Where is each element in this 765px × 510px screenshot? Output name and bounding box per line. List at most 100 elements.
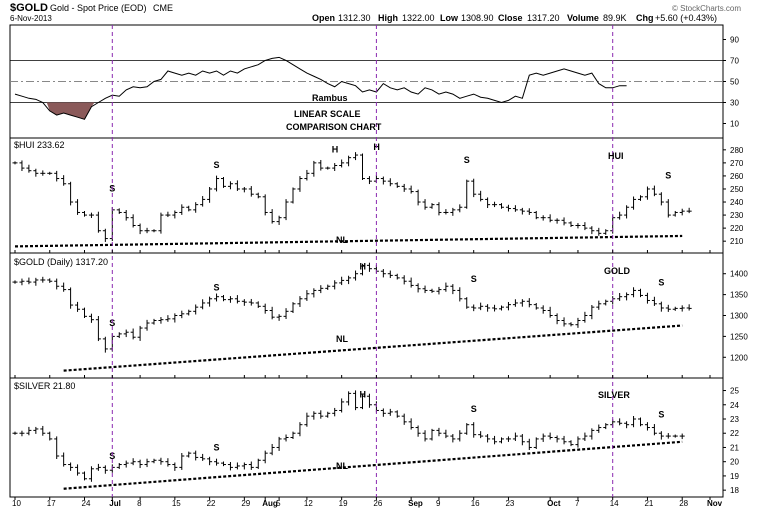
ohlc-bar	[408, 185, 414, 194]
ohlc-bar	[422, 430, 428, 442]
ohlc-bar	[450, 284, 456, 295]
x-tick-label: 5	[276, 499, 281, 508]
ohlc-bar	[603, 299, 609, 306]
ohlc-bar	[193, 304, 199, 315]
ohlc-bar	[19, 160, 25, 171]
ohlc-bar	[353, 390, 359, 411]
ohlc-bar	[325, 166, 331, 170]
ohlc-bar	[492, 304, 498, 312]
ohlc-bar	[137, 223, 143, 235]
y-tick-label: 21	[730, 443, 739, 452]
ohlc-bar	[638, 417, 643, 427]
ohlc-bar	[227, 181, 233, 190]
ohlc-bar	[589, 304, 595, 320]
symbol-label: $GOLD	[10, 2, 48, 14]
ohlc-bar	[624, 205, 630, 219]
ohlc-bar	[464, 179, 470, 209]
ohlc-bar	[179, 310, 185, 319]
ohlc-bar	[297, 296, 303, 307]
ohlc-bar	[471, 304, 477, 312]
ohlc-bar	[631, 196, 637, 210]
ohlc-bar	[304, 290, 310, 301]
ohlc-bar	[665, 433, 671, 439]
ohlc-bar	[519, 207, 525, 215]
open-label: Open	[312, 13, 335, 23]
hui-series-label: HUI	[608, 151, 624, 161]
ohlc-bar	[255, 301, 261, 308]
ohlc-bar	[88, 313, 94, 323]
ohlc-bar	[665, 199, 671, 218]
ohlc-bar	[651, 296, 657, 306]
y-tick-label: 22	[730, 429, 739, 438]
ohlc-bar	[269, 443, 275, 456]
ohlc-bar	[651, 424, 657, 436]
ohlc-bar	[283, 434, 289, 442]
y-tick-label: 1300	[730, 312, 748, 321]
ohlc-bar	[617, 293, 623, 301]
silver-neckline	[63, 440, 683, 490]
ohlc-bar	[33, 168, 39, 177]
ohlc-bar	[422, 199, 428, 210]
ohlc-bar	[401, 275, 407, 285]
ohlc-bar	[533, 302, 539, 310]
ohlc-bar	[499, 437, 504, 444]
ohlc-bar	[95, 315, 101, 342]
ohlc-bar	[165, 315, 171, 322]
ohlc-bar	[617, 418, 623, 426]
ohlc-bar	[485, 434, 491, 443]
ohlc-bar	[596, 424, 602, 433]
ohlc-bar	[283, 199, 289, 221]
ohlc-bar	[276, 314, 282, 321]
ohlc-bar	[325, 284, 331, 290]
silver-panel-frame	[9, 377, 724, 498]
ohlc-bar	[596, 227, 602, 236]
ohlc-bar	[492, 201, 498, 208]
pattern-marker-s: S	[658, 277, 664, 287]
ohlc-bar	[505, 301, 511, 311]
ohlc-bar	[651, 185, 657, 197]
ohlc-bar	[638, 195, 643, 201]
ohlc-bar	[304, 169, 310, 181]
ohlc-bar	[26, 164, 32, 173]
ohlc-bar	[346, 391, 352, 406]
ohlc-bar	[151, 458, 157, 464]
ohlc-bar	[130, 328, 136, 340]
ohlc-bar	[61, 452, 67, 467]
ohlc-bar	[603, 229, 609, 235]
low-label: Low	[440, 13, 459, 23]
ohlc-bar	[547, 214, 553, 223]
ohlc-bar	[221, 295, 226, 302]
ohlc-bar	[582, 222, 588, 231]
ohlc-bar	[554, 435, 560, 443]
ohlc-bar	[137, 459, 143, 469]
x-tick-label: 22	[207, 499, 216, 508]
ohlc-bar	[686, 207, 692, 214]
hui-neckline	[14, 234, 683, 248]
ohlc-bar	[596, 300, 602, 310]
x-tick-label: Jul	[109, 499, 121, 508]
ohlc-bar	[499, 203, 504, 209]
ohlc-bar	[158, 317, 164, 324]
ohlc-bar	[200, 453, 206, 461]
ohlc-bar	[422, 285, 428, 294]
y-tick-label: 24	[730, 401, 739, 410]
close-label: Close	[498, 13, 523, 23]
y-tick-label: 1200	[730, 353, 748, 362]
ohlc-bar	[165, 458, 171, 467]
ohlc-bar	[519, 299, 525, 307]
ohlc-bar	[589, 428, 595, 440]
ohlc-bar	[214, 175, 220, 192]
vertical-markers	[111, 25, 614, 497]
y-tick-label: 250	[730, 185, 744, 194]
ohlc-bar	[12, 431, 18, 435]
ohlc-bar	[269, 306, 275, 320]
ohlc-bar	[144, 227, 150, 234]
x-tick-label: 24	[82, 499, 91, 508]
ohlc-bar	[339, 159, 345, 168]
ohlc-bar	[589, 226, 595, 235]
ohlc-bar	[658, 431, 664, 440]
ohlc-bar	[40, 276, 46, 283]
ohlc-bar	[492, 435, 498, 445]
ohlc-bar	[234, 295, 240, 304]
